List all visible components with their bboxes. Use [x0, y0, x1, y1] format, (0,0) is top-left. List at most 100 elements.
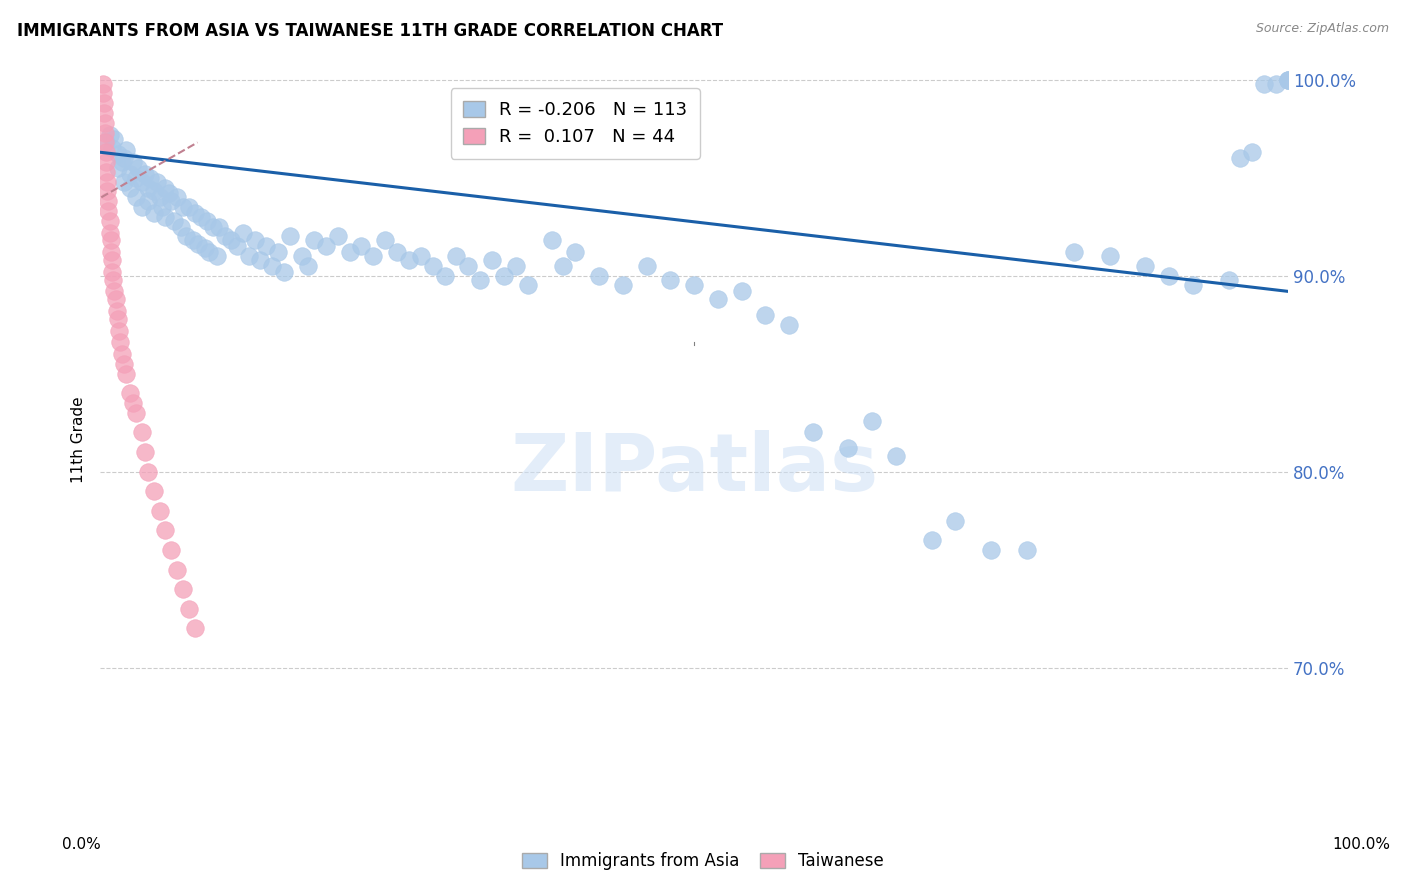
Point — [108, 324, 131, 338]
Point — [326, 229, 349, 244]
Point — [588, 268, 610, 283]
Point — [134, 167, 156, 181]
Point — [636, 259, 658, 273]
Point — [97, 194, 120, 209]
Point — [157, 186, 180, 201]
Point — [208, 219, 231, 234]
Point — [837, 441, 859, 455]
Point — [160, 543, 183, 558]
Text: ZIPatlas: ZIPatlas — [510, 430, 879, 508]
Point — [219, 234, 242, 248]
Point — [297, 259, 319, 273]
Point — [612, 278, 634, 293]
Point — [148, 190, 170, 204]
Point — [163, 214, 186, 228]
Point — [94, 136, 117, 150]
Point — [101, 265, 124, 279]
Text: Source: ZipAtlas.com: Source: ZipAtlas.com — [1256, 22, 1389, 36]
Point — [267, 245, 290, 260]
Point — [190, 210, 212, 224]
Point — [1277, 72, 1299, 87]
Point — [553, 259, 575, 273]
Point — [179, 200, 201, 214]
Point — [125, 406, 148, 420]
Point — [170, 219, 193, 234]
Point — [96, 175, 118, 189]
Point — [540, 234, 562, 248]
Point — [122, 155, 145, 169]
Point — [94, 145, 117, 160]
Point — [214, 229, 236, 244]
Point — [243, 234, 266, 248]
Point — [1181, 278, 1204, 293]
Point — [94, 136, 117, 150]
Point — [184, 621, 207, 635]
Text: 100.0%: 100.0% — [1331, 838, 1391, 852]
Point — [118, 386, 141, 401]
Point — [112, 175, 135, 189]
Point — [860, 414, 883, 428]
Point — [262, 259, 284, 273]
Point — [385, 245, 408, 260]
Point — [273, 265, 295, 279]
Point — [110, 335, 132, 350]
Point — [155, 524, 177, 538]
Point — [115, 367, 138, 381]
Point — [94, 126, 117, 140]
Point — [980, 543, 1002, 558]
Point — [100, 234, 122, 248]
Point — [100, 245, 122, 260]
Point — [505, 259, 527, 273]
Point — [921, 533, 943, 548]
Point — [122, 396, 145, 410]
Point — [142, 484, 165, 499]
Point — [94, 116, 117, 130]
Point — [1241, 145, 1264, 160]
Point — [730, 285, 752, 299]
Point — [1218, 272, 1240, 286]
Point — [174, 229, 197, 244]
Legend: Immigrants from Asia, Taiwanese: Immigrants from Asia, Taiwanese — [516, 846, 890, 877]
Point — [104, 292, 127, 306]
Point — [516, 278, 538, 293]
Point — [112, 151, 135, 165]
Point — [184, 206, 207, 220]
Point — [110, 347, 132, 361]
Point — [166, 563, 188, 577]
Point — [481, 252, 503, 267]
Point — [457, 259, 479, 273]
Point — [148, 504, 170, 518]
Point — [103, 131, 125, 145]
Point — [105, 304, 128, 318]
Point — [131, 425, 153, 440]
Point — [93, 106, 115, 120]
Point — [107, 161, 129, 175]
Point — [142, 206, 165, 220]
Point — [315, 239, 337, 253]
Point — [172, 200, 194, 214]
Point — [374, 234, 396, 248]
Y-axis label: 11th Grade: 11th Grade — [72, 396, 86, 483]
Point — [97, 204, 120, 219]
Point — [136, 180, 159, 194]
Point — [302, 234, 325, 248]
Point — [778, 318, 800, 332]
Point — [1253, 77, 1275, 91]
Point — [134, 445, 156, 459]
Point — [94, 165, 117, 179]
Point — [433, 268, 456, 283]
Point — [103, 272, 125, 286]
Point — [564, 245, 586, 260]
Point — [409, 249, 432, 263]
Point — [94, 155, 117, 169]
Point — [398, 252, 420, 267]
Point — [136, 465, 159, 479]
Point — [118, 180, 141, 194]
Point — [201, 219, 224, 234]
Point — [446, 249, 468, 263]
Point — [1277, 72, 1299, 87]
Point — [142, 185, 165, 199]
Text: 0.0%: 0.0% — [62, 838, 101, 852]
Point — [1277, 72, 1299, 87]
Point — [186, 237, 208, 252]
